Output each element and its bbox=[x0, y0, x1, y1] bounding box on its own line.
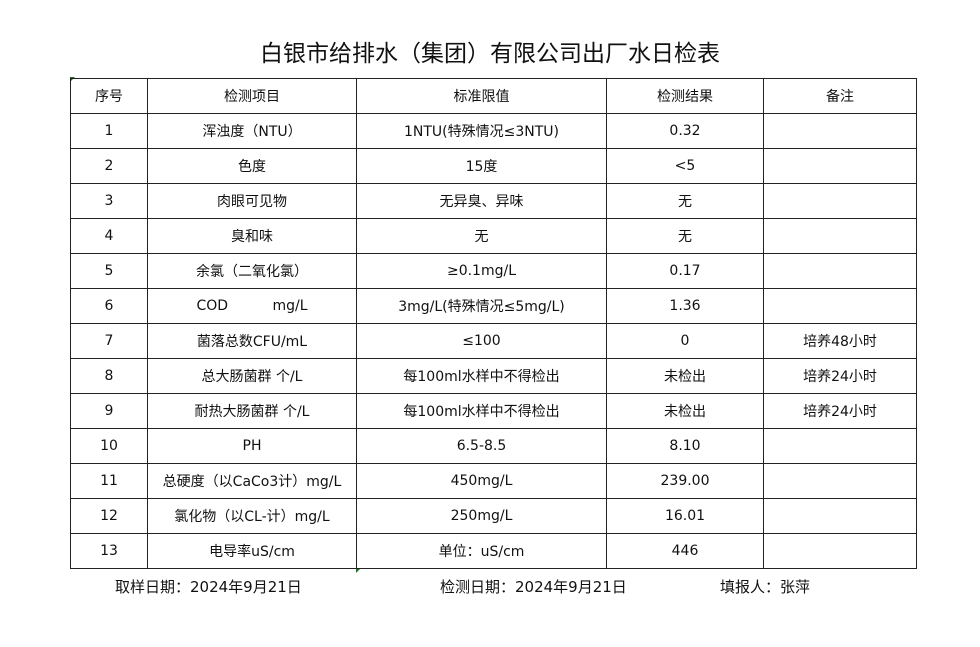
cell-item: 菌落总数CFU/mL bbox=[147, 323, 357, 359]
header-remark: 备注 bbox=[763, 78, 917, 114]
table-row: 10 PH 6.5-8.5 8.10 bbox=[70, 428, 917, 464]
page-title: 白银市给排水（集团）有限公司出厂水日检表 bbox=[260, 41, 720, 67]
table-row: 11 总硬度（以CaCo3计）mg/L 450mg/L 239.00 bbox=[70, 463, 917, 499]
cell-item: 电导率uS/cm bbox=[147, 533, 357, 569]
cell-remark bbox=[763, 428, 917, 464]
table-row: 3 肉眼可见物 无异臭、异味无 bbox=[70, 183, 917, 219]
cell-remark bbox=[763, 498, 917, 534]
cell-result: 446 bbox=[606, 533, 764, 569]
test-date: 检测日期：2024年9月21日 bbox=[440, 578, 627, 596]
table-row: 1 浑浊度（NTU） 1NTU(特殊情况≤3NTU) 0.32 bbox=[70, 113, 917, 149]
cell-standard: 无异臭、异味 bbox=[356, 183, 607, 219]
cell-standard: 15度 bbox=[356, 148, 607, 184]
table-row: 6 COD mg/L 3mg/L(特殊情况≤5mg/L) 1.36 bbox=[70, 288, 917, 324]
cell-index: 8 bbox=[70, 358, 148, 394]
cell-item: 氯化物（以CL-计）mg/L bbox=[147, 498, 357, 534]
cell-index: 12 bbox=[70, 498, 148, 534]
cell-result: 无 bbox=[606, 218, 764, 254]
reporter: 填报人：张萍 bbox=[720, 578, 811, 596]
cell-result: 239.00 bbox=[606, 463, 764, 499]
cell-item: PH bbox=[147, 428, 357, 464]
header-index: 序号 bbox=[70, 78, 148, 114]
cell-item: 耐热大肠菌群 个/L bbox=[147, 393, 357, 429]
cell-remark bbox=[763, 463, 917, 499]
cell-standard: 1NTU(特殊情况≤3NTU) bbox=[356, 113, 607, 149]
cell-item: 臭和味 bbox=[147, 218, 357, 254]
cell-index: 5 bbox=[70, 253, 148, 289]
cell-result: 0.32 bbox=[606, 113, 764, 149]
header-result: 检测结果 bbox=[606, 78, 764, 114]
cell-item: 肉眼可见物 bbox=[147, 183, 357, 219]
cell-standard: 250mg/L bbox=[356, 498, 607, 534]
table-row: 8 总大肠菌群 个/L 每100ml水样中不得检出 未检出 培养24小时 bbox=[70, 358, 917, 394]
inspection-table: 序号 检测项目 标准限值 检测结果 备注 1 浑浊度（NTU） 1NTU(特殊情况≤3NTU)… bbox=[70, 78, 917, 569]
cell-remark bbox=[763, 113, 917, 149]
cell-item: 浑浊度（NTU） bbox=[147, 113, 357, 149]
table-row: 13 电导率uS/cm 单位：uS/cm 446 bbox=[70, 533, 917, 569]
cell-remark bbox=[763, 183, 917, 219]
cell-standard: 6.5-8.5 bbox=[356, 428, 607, 464]
cell-result: 0.17 bbox=[606, 253, 764, 289]
table-row: 2 色度 15度 <5 bbox=[70, 148, 917, 184]
cell-index: 10 bbox=[70, 428, 148, 464]
cell-item: 总大肠菌群 个/L bbox=[147, 358, 357, 394]
cell-remark bbox=[763, 533, 917, 569]
cell-standard: ≥0.1mg/L bbox=[356, 253, 607, 289]
cell-index: 3 bbox=[70, 183, 148, 219]
cell-item: 色度 bbox=[147, 148, 357, 184]
table-row: 5 余氯（二氧化氯） ≥0.1mg/L 0.17 bbox=[70, 253, 917, 289]
cell-index: 9 bbox=[70, 393, 148, 429]
sampling-date: 取样日期：2024年9月21日 bbox=[115, 578, 302, 596]
cell-standard: ≤100 bbox=[356, 323, 607, 359]
cell-standard: 每100ml水样中不得检出 bbox=[356, 393, 607, 429]
cell-standard: 每100ml水样中不得检出 bbox=[356, 358, 607, 394]
cell-remark bbox=[763, 288, 917, 324]
cell-remark bbox=[763, 253, 917, 289]
cell-remark: 培养24小时 bbox=[763, 358, 917, 394]
cell-index: 1 bbox=[70, 113, 148, 149]
table-row: 4 臭和味无无 bbox=[70, 218, 917, 254]
table-row: 9 耐热大肠菌群 个/L 每100ml水样中不得检出 未检出 培养24小时 bbox=[70, 393, 917, 429]
cell-item: 总硬度（以CaCo3计）mg/L bbox=[147, 463, 357, 499]
cell-standard: 450mg/L bbox=[356, 463, 607, 499]
cell-standard: 3mg/L(特殊情况≤5mg/L) bbox=[356, 288, 607, 324]
cell-result: 未检出 bbox=[606, 393, 764, 429]
header-standard: 标准限值 bbox=[356, 78, 607, 114]
header-item: 检测项目 bbox=[147, 78, 357, 114]
table-row: 12 氯化物（以CL-计）mg/L 250mg/L 16.01 bbox=[70, 498, 917, 534]
cell-marker bbox=[356, 568, 361, 573]
cell-remark bbox=[763, 218, 917, 254]
cell-index: 4 bbox=[70, 218, 148, 254]
header-row: 序号 检测项目 标准限值 检测结果 备注 bbox=[70, 78, 917, 114]
cell-remark: 培养48小时 bbox=[763, 323, 917, 359]
cell-item: COD mg/L bbox=[147, 288, 357, 324]
cell-result: 无 bbox=[606, 183, 764, 219]
cell-standard: 无 bbox=[356, 218, 607, 254]
cell-result: 0 bbox=[606, 323, 764, 359]
cell-remark: 培养24小时 bbox=[763, 393, 917, 429]
cell-remark bbox=[763, 148, 917, 184]
cell-standard: 单位：uS/cm bbox=[356, 533, 607, 569]
cell-result: 1.36 bbox=[606, 288, 764, 324]
cell-result: 未检出 bbox=[606, 358, 764, 394]
cell-index: 2 bbox=[70, 148, 148, 184]
cell-index: 7 bbox=[70, 323, 148, 359]
cell-index: 6 bbox=[70, 288, 148, 324]
cell-item: 余氯（二氧化氯） bbox=[147, 253, 357, 289]
cell-index: 11 bbox=[70, 463, 148, 499]
cell-result: 16.01 bbox=[606, 498, 764, 534]
cell-index: 13 bbox=[70, 533, 148, 569]
table-row: 7 菌落总数CFU/mL ≤100 0 培养48小时 bbox=[70, 323, 917, 359]
cell-result: 8.10 bbox=[606, 428, 764, 464]
cell-result: <5 bbox=[606, 148, 764, 184]
